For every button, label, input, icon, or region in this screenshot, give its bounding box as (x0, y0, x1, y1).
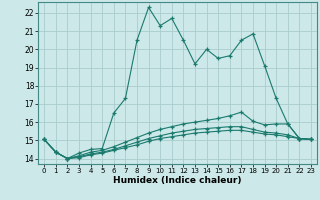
X-axis label: Humidex (Indice chaleur): Humidex (Indice chaleur) (113, 176, 242, 185)
